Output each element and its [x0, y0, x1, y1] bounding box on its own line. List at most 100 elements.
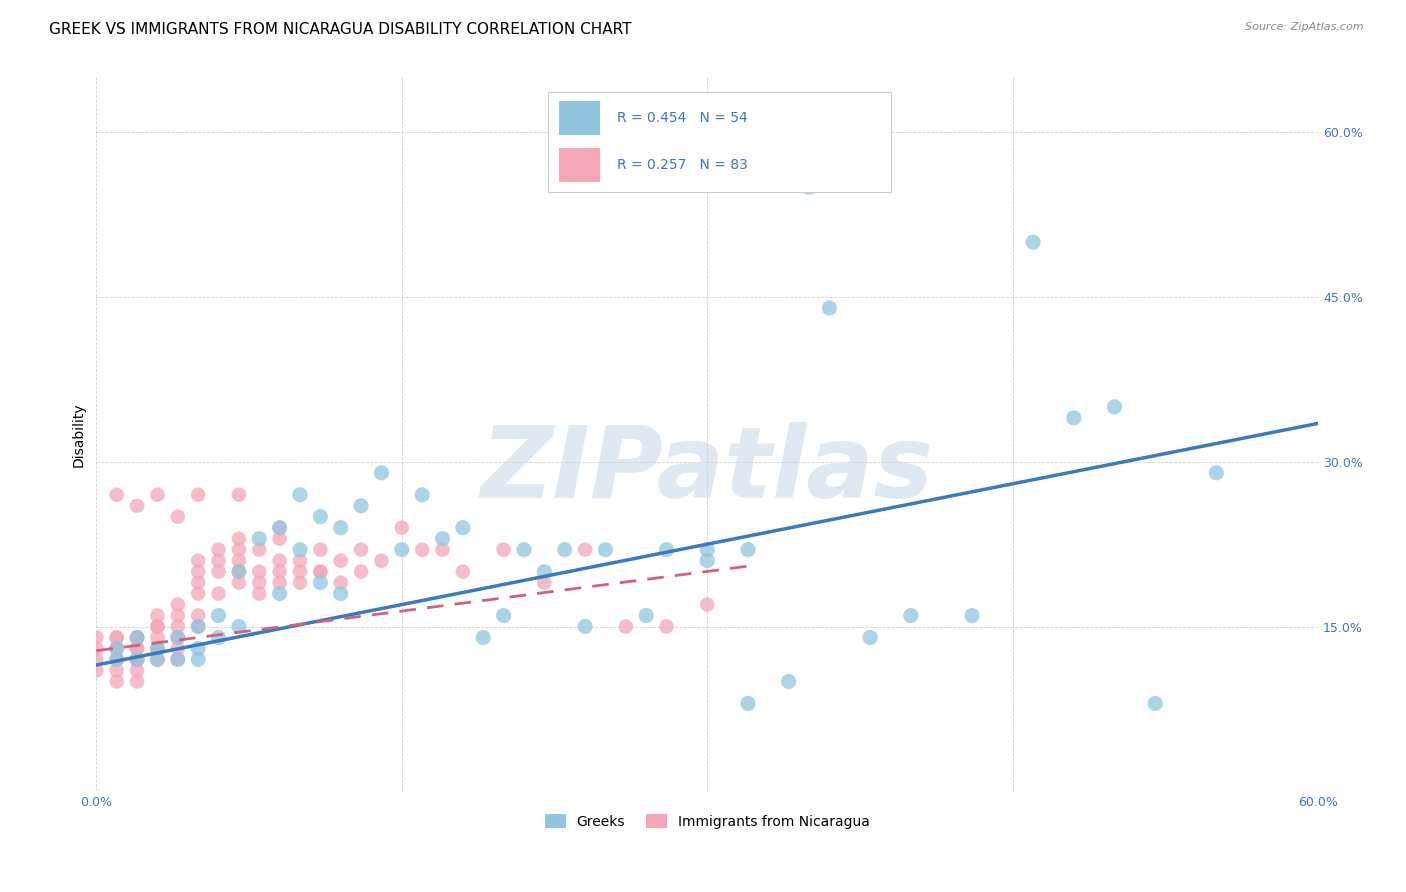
Point [472, 631, 495, 645]
Point [228, 488, 250, 502]
Point [187, 641, 209, 656]
Point [391, 542, 413, 557]
Point [859, 631, 882, 645]
Point [247, 542, 270, 557]
Point [778, 674, 800, 689]
Point [309, 565, 332, 579]
Point [207, 608, 229, 623]
Point [329, 521, 352, 535]
Point [125, 631, 148, 645]
Point [207, 542, 229, 557]
Point [247, 575, 270, 590]
Point [451, 565, 474, 579]
Point [818, 301, 841, 315]
Point [309, 575, 332, 590]
Point [492, 542, 515, 557]
Point [187, 554, 209, 568]
Point [105, 641, 128, 656]
Point [146, 652, 169, 666]
Point [125, 652, 148, 666]
Point [125, 641, 148, 656]
Point [228, 565, 250, 579]
Point [86, 641, 108, 656]
Point [146, 652, 169, 666]
Point [797, 180, 820, 194]
Point [411, 488, 433, 502]
Point [187, 619, 209, 633]
Point [309, 565, 332, 579]
Point [105, 641, 128, 656]
Point [166, 598, 188, 612]
Point [696, 542, 718, 557]
Point [146, 619, 169, 633]
Point [228, 554, 250, 568]
Point [125, 631, 148, 645]
Point [228, 565, 250, 579]
Point [187, 652, 209, 666]
Point [228, 575, 250, 590]
Point [533, 575, 555, 590]
Point [554, 542, 576, 557]
Point [166, 509, 188, 524]
Point [125, 641, 148, 656]
Point [105, 652, 128, 666]
Point [187, 575, 209, 590]
Point [1063, 410, 1085, 425]
Point [187, 586, 209, 600]
Point [187, 608, 209, 623]
Point [696, 554, 718, 568]
Point [370, 466, 392, 480]
Point [146, 641, 169, 656]
Point [350, 542, 373, 557]
Point [614, 619, 637, 633]
Point [166, 619, 188, 633]
Point [329, 575, 352, 590]
Point [166, 631, 188, 645]
Legend: Greeks, Immigrants from Nicaragua: Greeks, Immigrants from Nicaragua [538, 808, 876, 834]
Point [207, 586, 229, 600]
Point [269, 554, 291, 568]
Point [228, 532, 250, 546]
Point [636, 608, 658, 623]
Point [105, 488, 128, 502]
Point [105, 631, 128, 645]
Point [288, 565, 311, 579]
Point [146, 619, 169, 633]
Point [960, 608, 983, 623]
Point [187, 565, 209, 579]
Point [187, 488, 209, 502]
Point [595, 542, 617, 557]
Point [228, 542, 250, 557]
Point [432, 532, 454, 546]
Point [247, 565, 270, 579]
Point [451, 521, 474, 535]
Point [432, 542, 454, 557]
Point [166, 608, 188, 623]
Point [900, 608, 922, 623]
Point [125, 664, 148, 678]
Text: Source: ZipAtlas.com: Source: ZipAtlas.com [1246, 22, 1364, 32]
Point [105, 652, 128, 666]
Point [1205, 466, 1227, 480]
Point [105, 674, 128, 689]
Point [492, 608, 515, 623]
Point [166, 641, 188, 656]
Point [411, 542, 433, 557]
Point [309, 542, 332, 557]
Point [269, 532, 291, 546]
Point [207, 565, 229, 579]
Point [696, 598, 718, 612]
Point [513, 542, 536, 557]
Point [105, 664, 128, 678]
Point [288, 575, 311, 590]
Point [228, 619, 250, 633]
Point [737, 542, 759, 557]
Point [207, 631, 229, 645]
Point [86, 652, 108, 666]
Point [1022, 235, 1045, 249]
Point [574, 542, 596, 557]
Point [166, 631, 188, 645]
Point [329, 554, 352, 568]
Point [288, 554, 311, 568]
Point [247, 586, 270, 600]
